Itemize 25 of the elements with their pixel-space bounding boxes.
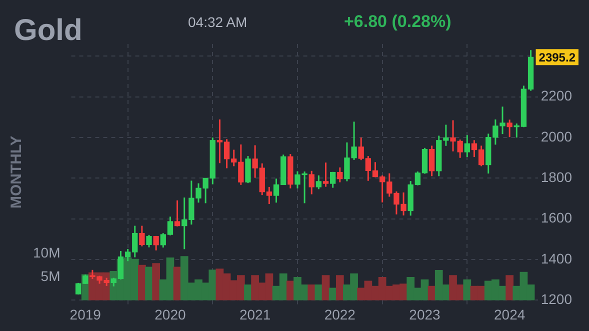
y2-tick-label: 10M — [33, 244, 60, 260]
bar — [336, 275, 344, 300]
x-tick-label: 2023 — [409, 306, 441, 322]
y-tick-label: 1800 — [540, 169, 572, 186]
bar — [308, 284, 316, 300]
bar — [463, 279, 472, 300]
x-tick-label: 2020 — [154, 306, 186, 322]
x-tick-label: 2021 — [239, 306, 271, 322]
chart-subtitle: 04:32 AM — [188, 14, 248, 30]
text: +6.80 (0.28%) — [344, 12, 452, 32]
chart-title: Gold — [14, 14, 82, 48]
bar — [322, 275, 330, 300]
y2-tick-label: 5M — [40, 268, 60, 284]
bar — [506, 275, 514, 300]
y-tick-label: 2000 — [540, 128, 572, 144]
annotation: 2395.2 — [538, 50, 576, 64]
x-tick-label: 2019 — [70, 306, 102, 322]
y-tick-label: 2200 — [540, 88, 572, 104]
x-tick-label: 2022 — [324, 306, 356, 322]
bar — [152, 263, 160, 300]
x-tick-label: 2024 — [494, 306, 526, 322]
y-tick-label: 1400 — [540, 250, 572, 266]
y-tick-label: 1600 — [540, 210, 572, 226]
y2-axis-title: MONTHLY — [8, 136, 26, 208]
y-tick-label: 1200 — [540, 291, 572, 308]
